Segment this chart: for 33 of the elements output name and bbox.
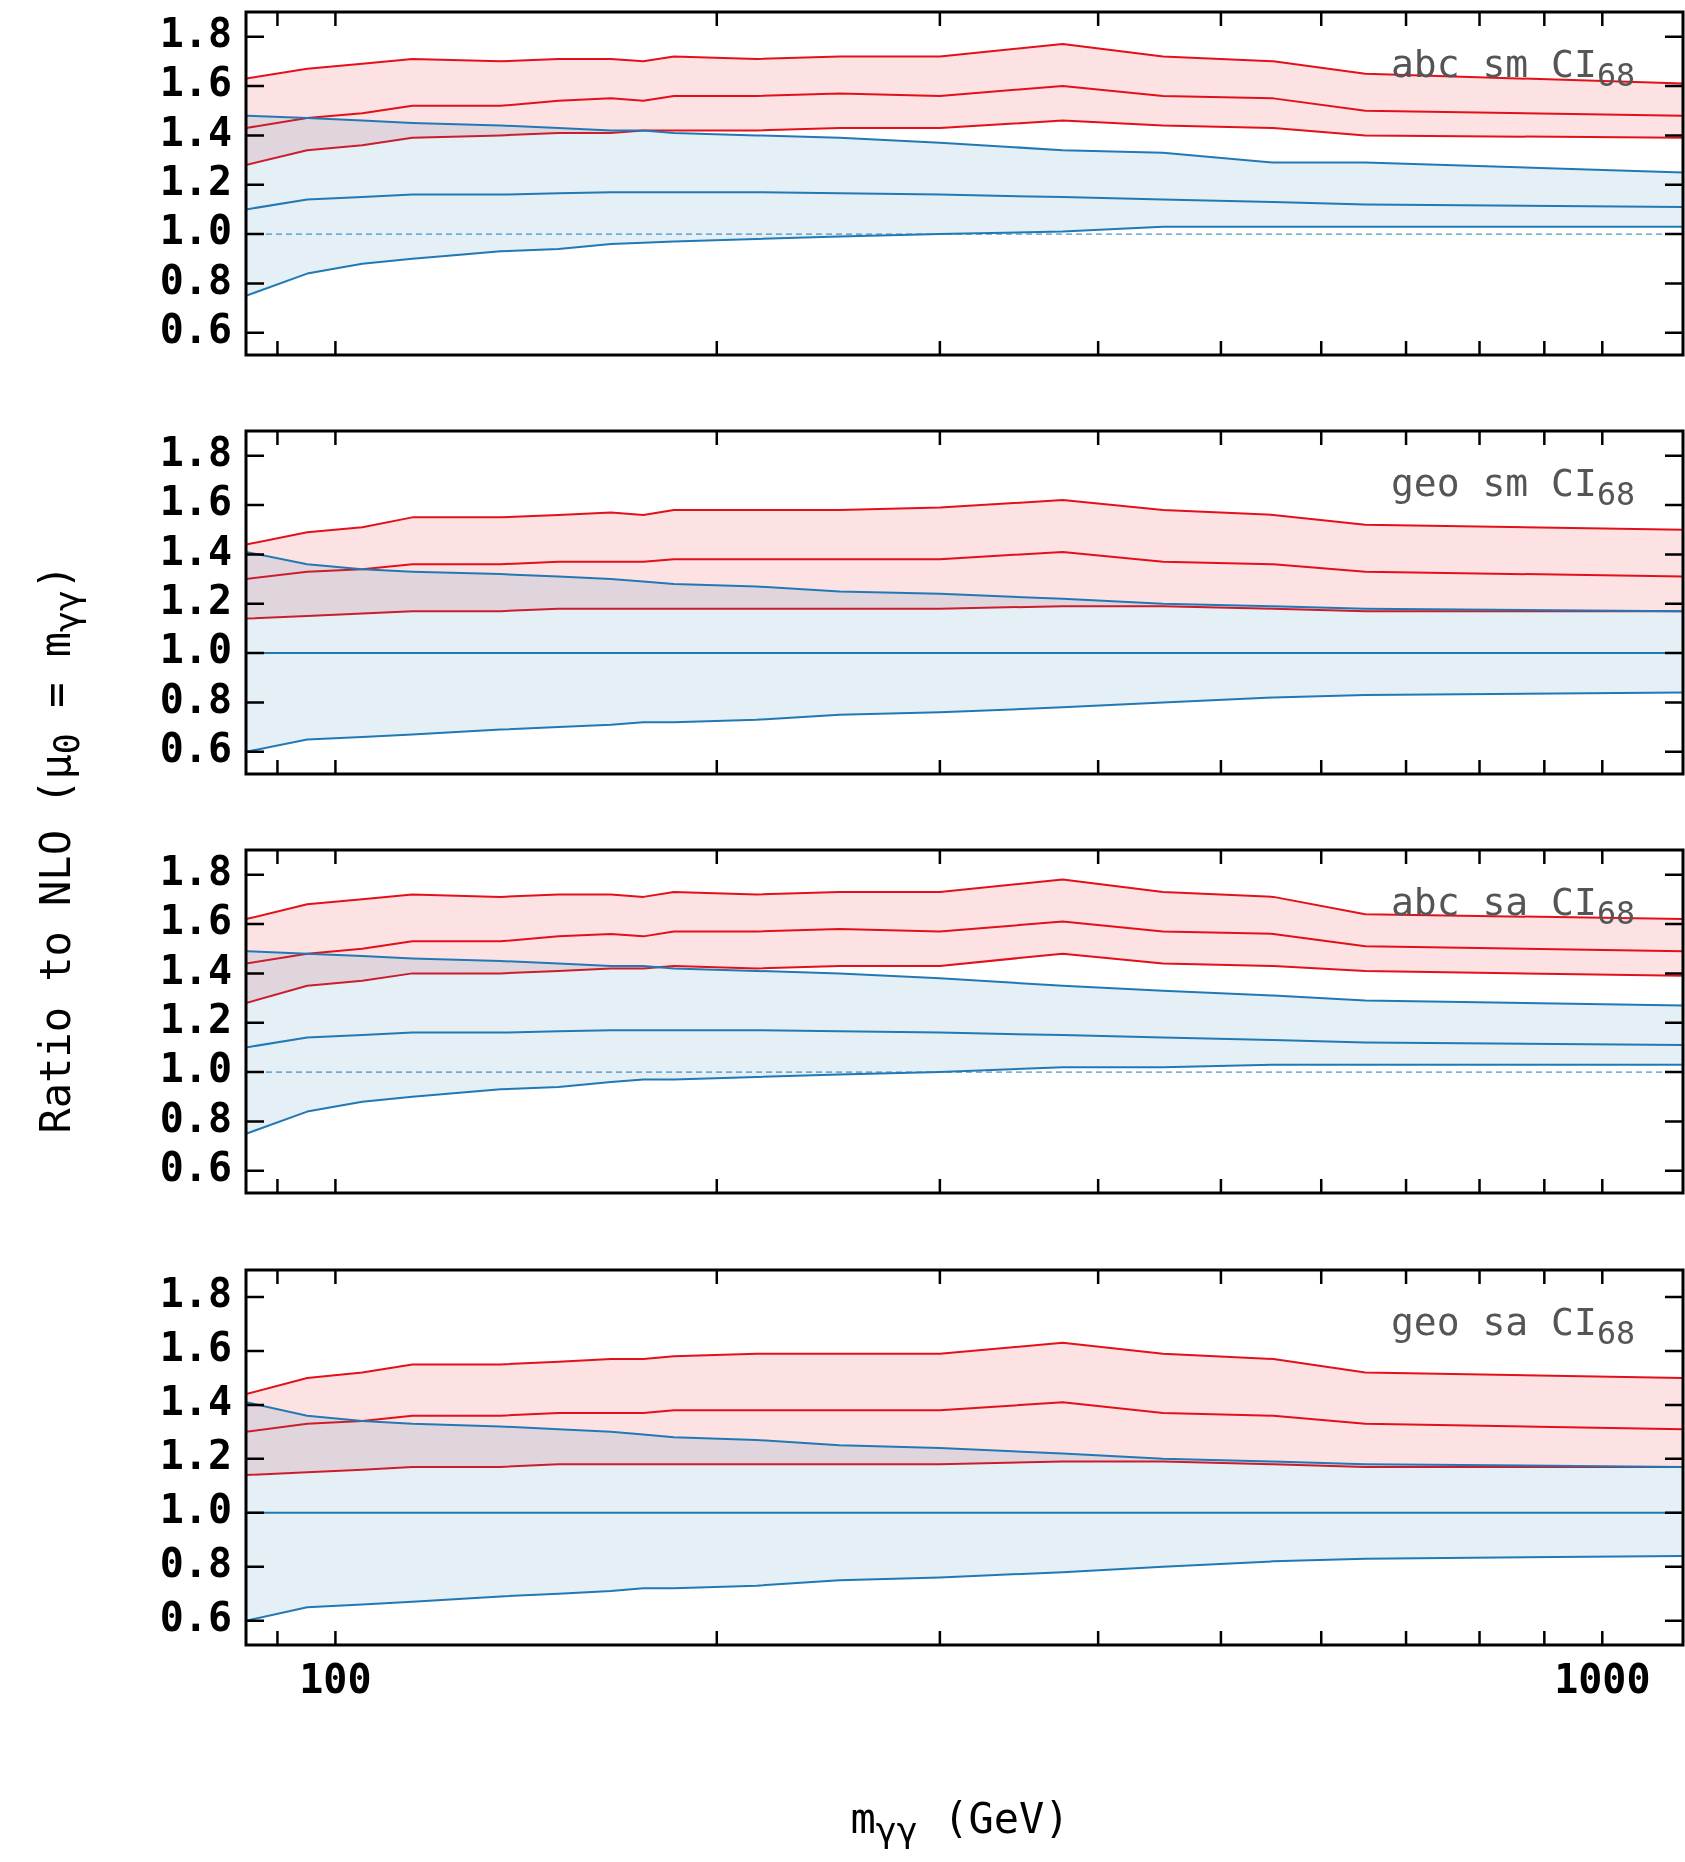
y-tick-label: 0.6 bbox=[159, 725, 232, 772]
y-tick-label: 1.2 bbox=[159, 577, 232, 624]
y-tick-label: 1.2 bbox=[159, 158, 232, 205]
y-tick-label: 0.8 bbox=[159, 256, 232, 303]
y-tick-label: 1.6 bbox=[159, 1324, 232, 1371]
y-tick-label: 1.4 bbox=[159, 527, 232, 574]
y-tick-label: 0.6 bbox=[159, 306, 232, 353]
x-axis-title: m$_{γγ}$ (GeV) bbox=[850, 1793, 1070, 1851]
x-tick-label: 1000 bbox=[1554, 1656, 1651, 1703]
y-tick-label: 0.8 bbox=[159, 1094, 232, 1141]
y-tick-label: 1.8 bbox=[159, 848, 232, 895]
y-tick-label: 1.0 bbox=[159, 207, 232, 254]
y-tick-label: 1.2 bbox=[159, 996, 232, 1043]
annotation: geo sm CI$_{68}$ bbox=[1390, 461, 1635, 512]
y-tick-label: 1.0 bbox=[159, 1486, 232, 1533]
y-tick-label: 1.2 bbox=[159, 1432, 232, 1479]
y-tick-label: 1.0 bbox=[159, 1045, 232, 1092]
annotation: geo sa CI$_{68}$ bbox=[1390, 1300, 1635, 1351]
y-tick-label: 0.8 bbox=[159, 675, 232, 722]
y-tick-label: 1.4 bbox=[159, 1378, 232, 1425]
y-tick-label: 1.6 bbox=[159, 59, 232, 106]
y-tick-label: 0.8 bbox=[159, 1540, 232, 1587]
y-tick-label: 1.4 bbox=[159, 108, 232, 155]
y-tick-label: 0.6 bbox=[159, 1594, 232, 1641]
y-tick-label: 1.6 bbox=[159, 897, 232, 944]
y-tick-label: 1.0 bbox=[159, 626, 232, 673]
y-tick-label: 1.8 bbox=[159, 1270, 232, 1317]
y-tick-label: 1.4 bbox=[159, 946, 232, 993]
y-tick-label: 1.8 bbox=[159, 10, 232, 57]
y-tick-label: 1.8 bbox=[159, 429, 232, 476]
y-tick-label: 0.6 bbox=[159, 1144, 232, 1191]
y-tick-label: 1.6 bbox=[159, 478, 232, 525]
x-tick-label: 100 bbox=[299, 1656, 372, 1703]
